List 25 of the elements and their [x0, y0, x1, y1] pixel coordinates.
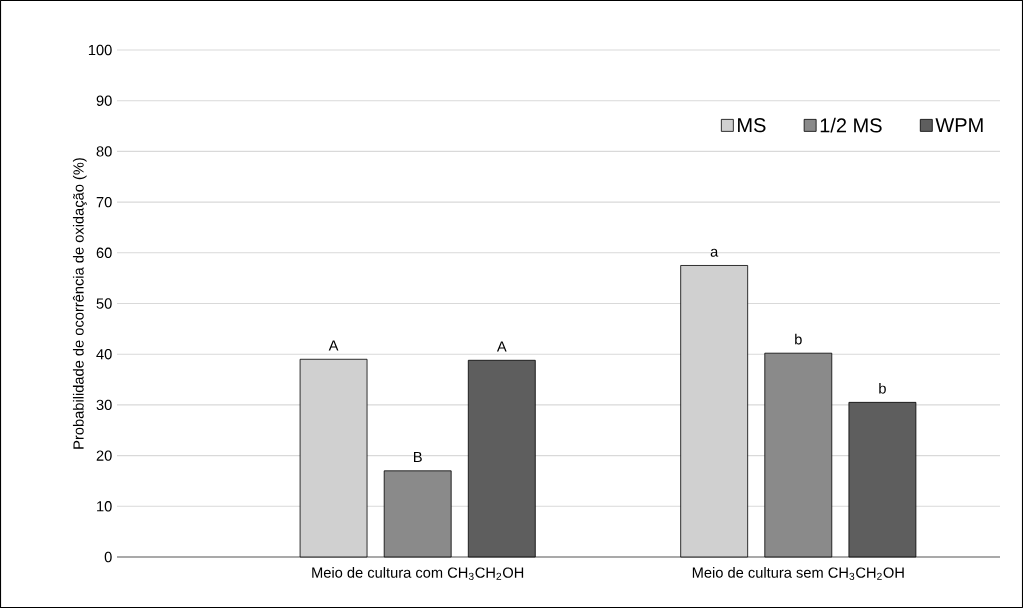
data-label: A — [496, 341, 507, 352]
y-tick-label: 60 — [96, 247, 112, 258]
y-tick-label: 100 — [88, 44, 112, 56]
legend-label: 1/2 MS — [820, 117, 882, 133]
y-tick-label: 40 — [96, 349, 112, 360]
y-tick-label: 10 — [97, 501, 112, 512]
y-tick-label: 30 — [96, 399, 112, 411]
x-tick-label: Meio de cultura sem CH$_{3}$CH$_{2}$OH — [692, 567, 904, 580]
y-tick-label: 90 — [96, 95, 112, 106]
y-tick-label: 70 — [96, 196, 112, 208]
data-label: a — [710, 248, 719, 257]
y-axis-title: Probabilidade de ocorrência de oxidação (%) — [72, 158, 87, 449]
legend-label: MS — [738, 118, 766, 133]
data-label: b — [879, 382, 886, 394]
bar — [383, 470, 452, 558]
y-tick-label: 0 — [104, 551, 112, 563]
y-tick-label: 80 — [96, 146, 112, 157]
x-tick-label: Meio de cultura com CH$_{3}$CH$_{2}$OH — [312, 567, 524, 580]
y-tick-label: 20 — [96, 450, 112, 461]
data-label: b — [795, 333, 802, 345]
y-tick-label: 50 — [96, 298, 112, 309]
data-label: A — [328, 340, 339, 351]
data-label: B — [414, 452, 422, 463]
legend-label: WPM — [935, 118, 983, 132]
bar — [764, 352, 833, 558]
